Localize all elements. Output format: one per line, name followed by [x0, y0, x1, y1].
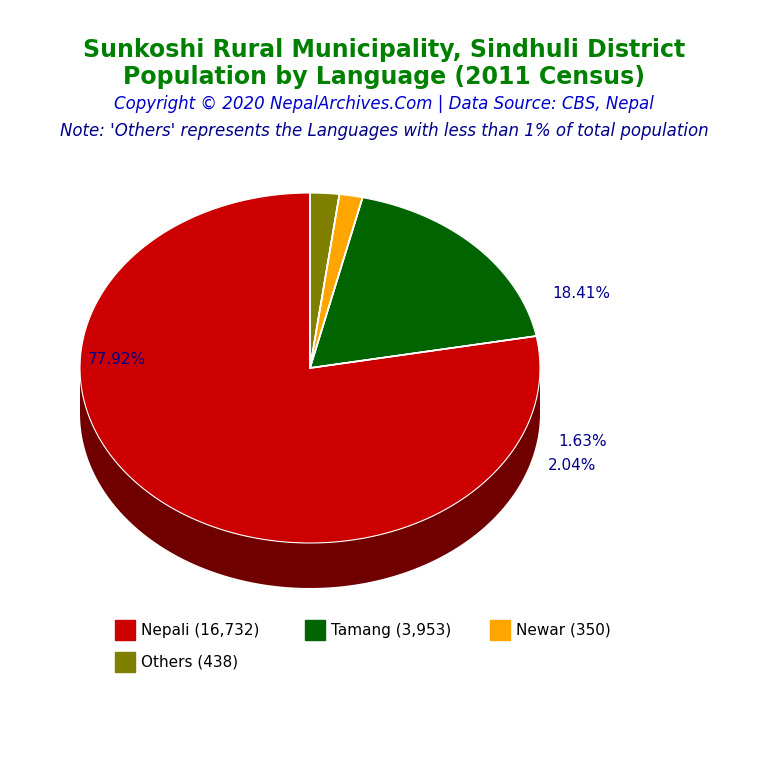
Bar [115, 652, 135, 672]
Polygon shape [80, 369, 540, 588]
Text: Sunkoshi Rural Municipality, Sindhuli District: Sunkoshi Rural Municipality, Sindhuli Di… [83, 38, 685, 62]
Text: Note: 'Others' represents the Languages with less than 1% of total population: Note: 'Others' represents the Languages … [60, 122, 708, 140]
Bar [490, 620, 510, 640]
Text: 1.63%: 1.63% [558, 435, 607, 449]
Polygon shape [310, 193, 339, 368]
Polygon shape [310, 194, 362, 368]
Text: Nepali (16,732): Nepali (16,732) [141, 623, 260, 637]
Text: Newar (350): Newar (350) [516, 623, 611, 637]
Text: 2.04%: 2.04% [548, 458, 597, 474]
Bar [305, 620, 325, 640]
Polygon shape [80, 193, 540, 543]
Text: 77.92%: 77.92% [88, 353, 146, 368]
Bar [115, 620, 135, 640]
Polygon shape [310, 197, 536, 368]
Text: 18.41%: 18.41% [552, 286, 610, 300]
Text: Tamang (3,953): Tamang (3,953) [331, 623, 452, 637]
Text: Others (438): Others (438) [141, 654, 238, 670]
Text: Population by Language (2011 Census): Population by Language (2011 Census) [123, 65, 645, 89]
Text: Copyright © 2020 NepalArchives.Com | Data Source: CBS, Nepal: Copyright © 2020 NepalArchives.Com | Dat… [114, 95, 654, 113]
